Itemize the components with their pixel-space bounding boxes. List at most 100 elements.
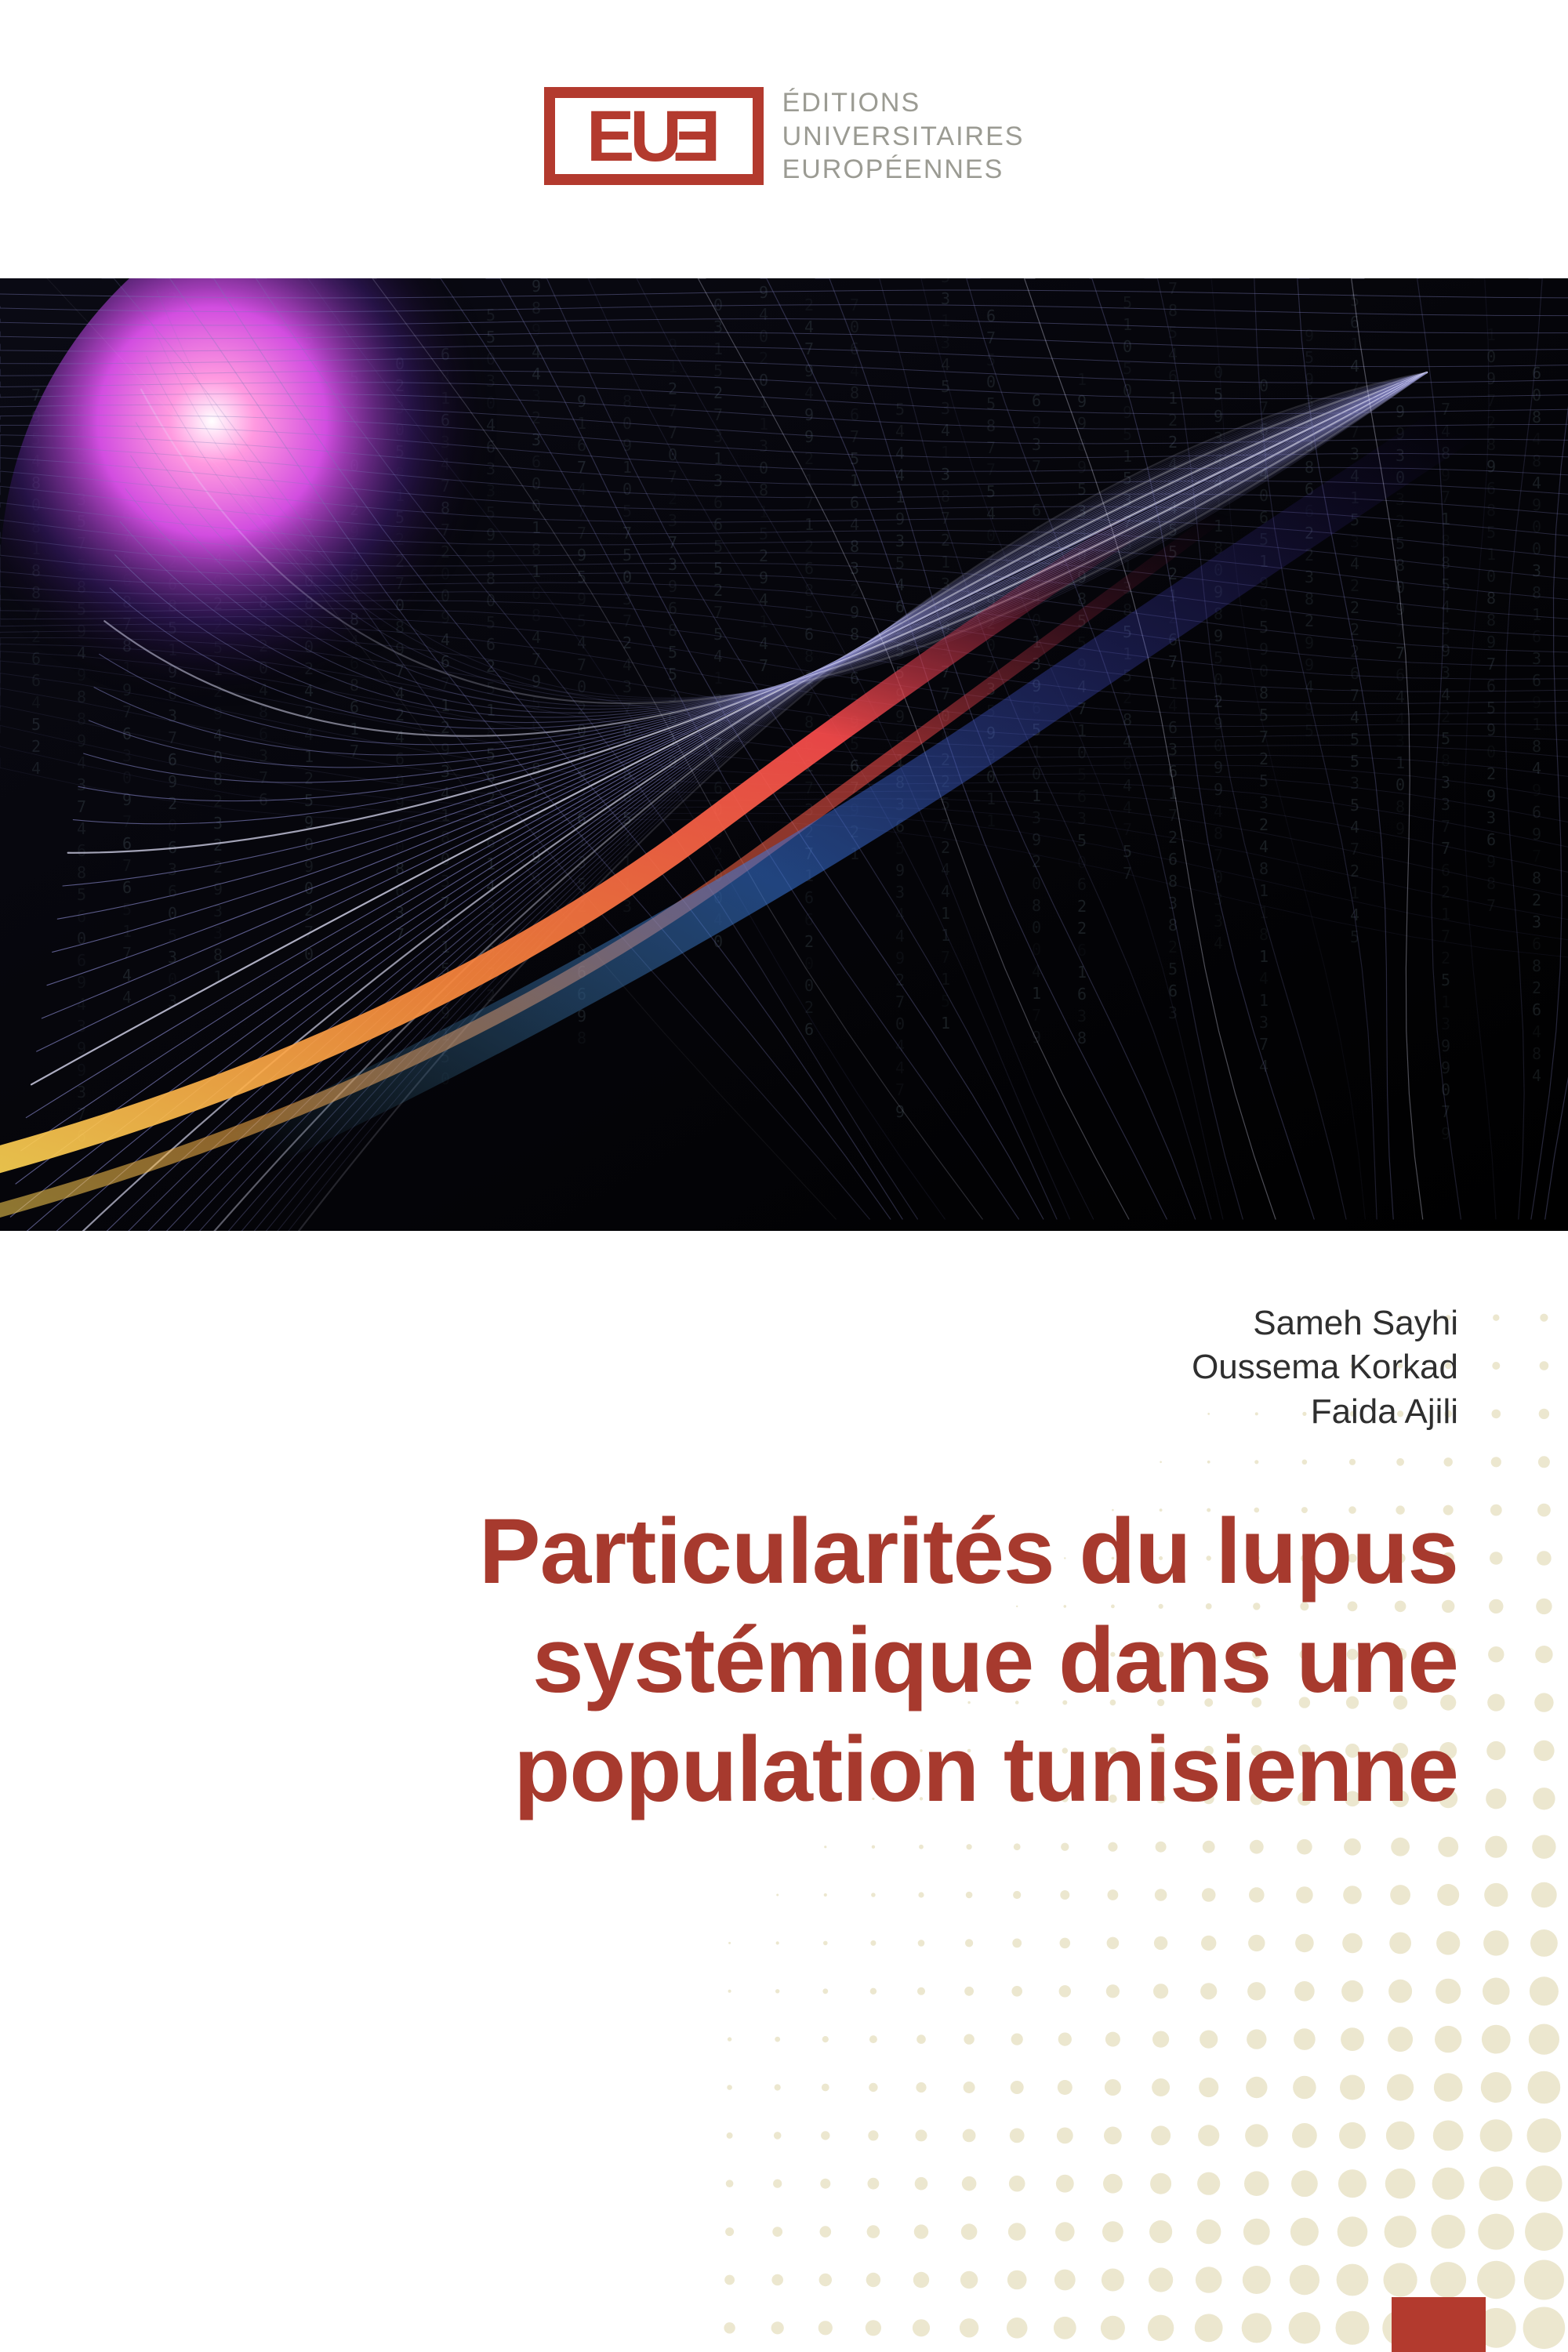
svg-text:5: 5 [1259,618,1269,637]
publisher-header: E U E ÉDITIONS UNIVERSITAIRES EUROPÉENNE… [0,86,1568,187]
svg-text:7: 7 [804,779,814,797]
svg-text:3: 3 [1441,663,1450,682]
svg-text:9: 9 [804,427,814,446]
svg-text:1: 1 [1259,881,1269,900]
svg-text:0: 0 [1077,743,1087,762]
svg-text:3: 3 [1032,435,1041,454]
svg-text:9: 9 [1486,457,1496,476]
svg-text:6: 6 [1396,666,1405,684]
svg-text:3: 3 [1532,561,1541,580]
svg-text:5: 5 [1214,648,1223,667]
svg-text:4: 4 [1441,685,1450,704]
svg-text:2: 2 [1441,949,1450,967]
svg-text:1: 1 [1077,370,1087,389]
svg-text:4: 4 [1396,710,1405,728]
svg-text:0: 0 [1259,662,1269,681]
svg-text:5: 5 [1350,752,1359,771]
svg-text:1: 1 [1532,605,1541,624]
svg-text:7: 7 [941,684,950,703]
svg-text:1: 1 [941,926,950,945]
svg-text:8: 8 [1168,301,1178,320]
svg-text:8: 8 [1532,737,1541,756]
svg-text:6: 6 [804,1020,814,1039]
svg-text:3: 3 [1441,1014,1450,1033]
svg-text:2: 2 [1532,978,1541,997]
svg-text:3: 3 [941,399,950,418]
svg-text:8: 8 [1486,501,1496,520]
svg-text:5: 5 [1396,534,1405,553]
svg-text:7: 7 [1350,840,1359,858]
svg-text:6: 6 [77,841,86,860]
svg-text:9: 9 [1532,693,1541,712]
svg-text:9: 9 [1077,392,1087,411]
svg-text:5: 5 [1441,729,1450,748]
svg-text:9: 9 [895,510,905,528]
svg-text:2: 2 [1396,512,1405,531]
svg-text:9: 9 [1077,458,1087,477]
svg-text:9: 9 [1214,758,1223,777]
svg-text:3: 3 [1305,568,1314,586]
svg-text:9: 9 [1214,407,1223,426]
svg-text:0: 0 [1214,736,1223,755]
svg-text:6: 6 [1532,671,1541,690]
svg-text:3: 3 [895,532,905,550]
svg-text:3: 3 [1486,808,1496,827]
svg-text:7: 7 [1168,279,1178,298]
svg-text:4: 4 [1168,345,1178,364]
svg-text:5: 5 [986,482,996,501]
svg-text:3: 3 [1214,912,1223,931]
svg-text:1: 1 [941,1014,950,1033]
svg-text:0: 0 [759,327,768,346]
svg-text:0: 0 [895,1014,905,1033]
svg-text:6: 6 [986,307,996,325]
svg-text:1: 1 [1077,721,1087,740]
svg-text:4: 4 [1123,798,1132,817]
svg-text:3: 3 [850,559,859,578]
svg-text:8: 8 [77,863,86,882]
svg-text:7: 7 [1259,1035,1269,1054]
svg-text:4: 4 [1123,776,1132,795]
svg-text:9: 9 [1214,626,1223,645]
svg-text:9: 9 [895,707,905,726]
svg-text:1: 1 [1123,447,1132,466]
svg-text:8: 8 [1532,869,1541,887]
svg-text:7: 7 [122,944,132,963]
svg-text:9: 9 [1305,326,1314,345]
svg-text:0: 0 [168,970,177,989]
svg-text:4: 4 [895,1058,905,1077]
svg-text:5: 5 [1259,771,1269,790]
svg-text:3: 3 [895,883,905,902]
svg-text:5: 5 [1123,293,1132,312]
svg-text:6: 6 [77,951,86,970]
svg-text:5: 5 [1305,348,1314,367]
svg-text:4: 4 [1168,696,1178,715]
svg-text:1: 1 [1259,991,1269,1010]
svg-text:9: 9 [77,973,86,992]
svg-text:9: 9 [1486,633,1496,652]
accent-square [1392,2297,1486,2352]
svg-text:1: 1 [941,443,950,462]
svg-text:5: 5 [941,992,950,1011]
svg-text:0: 0 [1214,363,1223,382]
svg-text:5: 5 [941,377,950,396]
svg-text:4: 4 [1532,1066,1541,1085]
author-3: Faida Ajili [1192,1390,1458,1434]
svg-text:7: 7 [1350,686,1359,705]
svg-text:9: 9 [1441,466,1450,485]
svg-text:7: 7 [986,460,996,479]
svg-text:8: 8 [1032,896,1041,915]
svg-text:8: 8 [1077,1029,1087,1047]
svg-text:7: 7 [1396,644,1405,662]
svg-text:1: 1 [1168,674,1178,693]
svg-text:4: 4 [1532,430,1541,448]
svg-text:0: 0 [1486,567,1496,586]
cover-hero-graphic: 7954808188726645249458357585949889437468… [0,278,1568,1231]
svg-text:8: 8 [850,625,859,644]
svg-text:2: 2 [804,998,814,1017]
svg-text:4: 4 [1350,554,1359,573]
svg-text:9: 9 [1032,413,1041,432]
svg-text:3: 3 [941,465,950,484]
svg-text:0: 0 [1077,853,1087,872]
svg-text:9: 9 [850,603,859,622]
svg-text:4: 4 [1532,759,1541,778]
